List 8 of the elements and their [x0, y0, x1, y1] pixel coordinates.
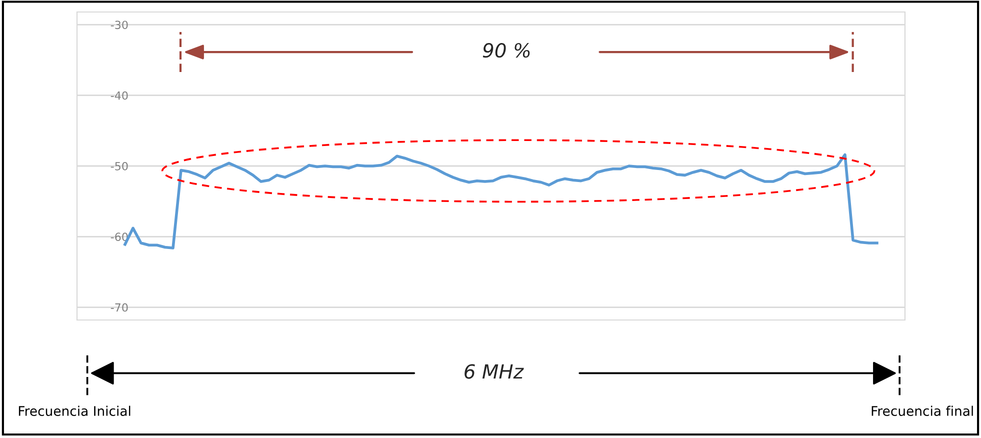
- text: 6 MHz: [464, 364, 524, 379]
- text: Frecuencia Inicial: [18, 406, 130, 416]
- y-tick-label: -30: [110, 20, 128, 30]
- y-tick-label: -40: [110, 91, 128, 100]
- text: Frecuencia final: [872, 406, 973, 416]
- y-tick-label: -70: [110, 303, 128, 312]
- y-tick-label: -50: [110, 162, 128, 170]
- annotation: 90 %: [482, 42, 530, 58]
